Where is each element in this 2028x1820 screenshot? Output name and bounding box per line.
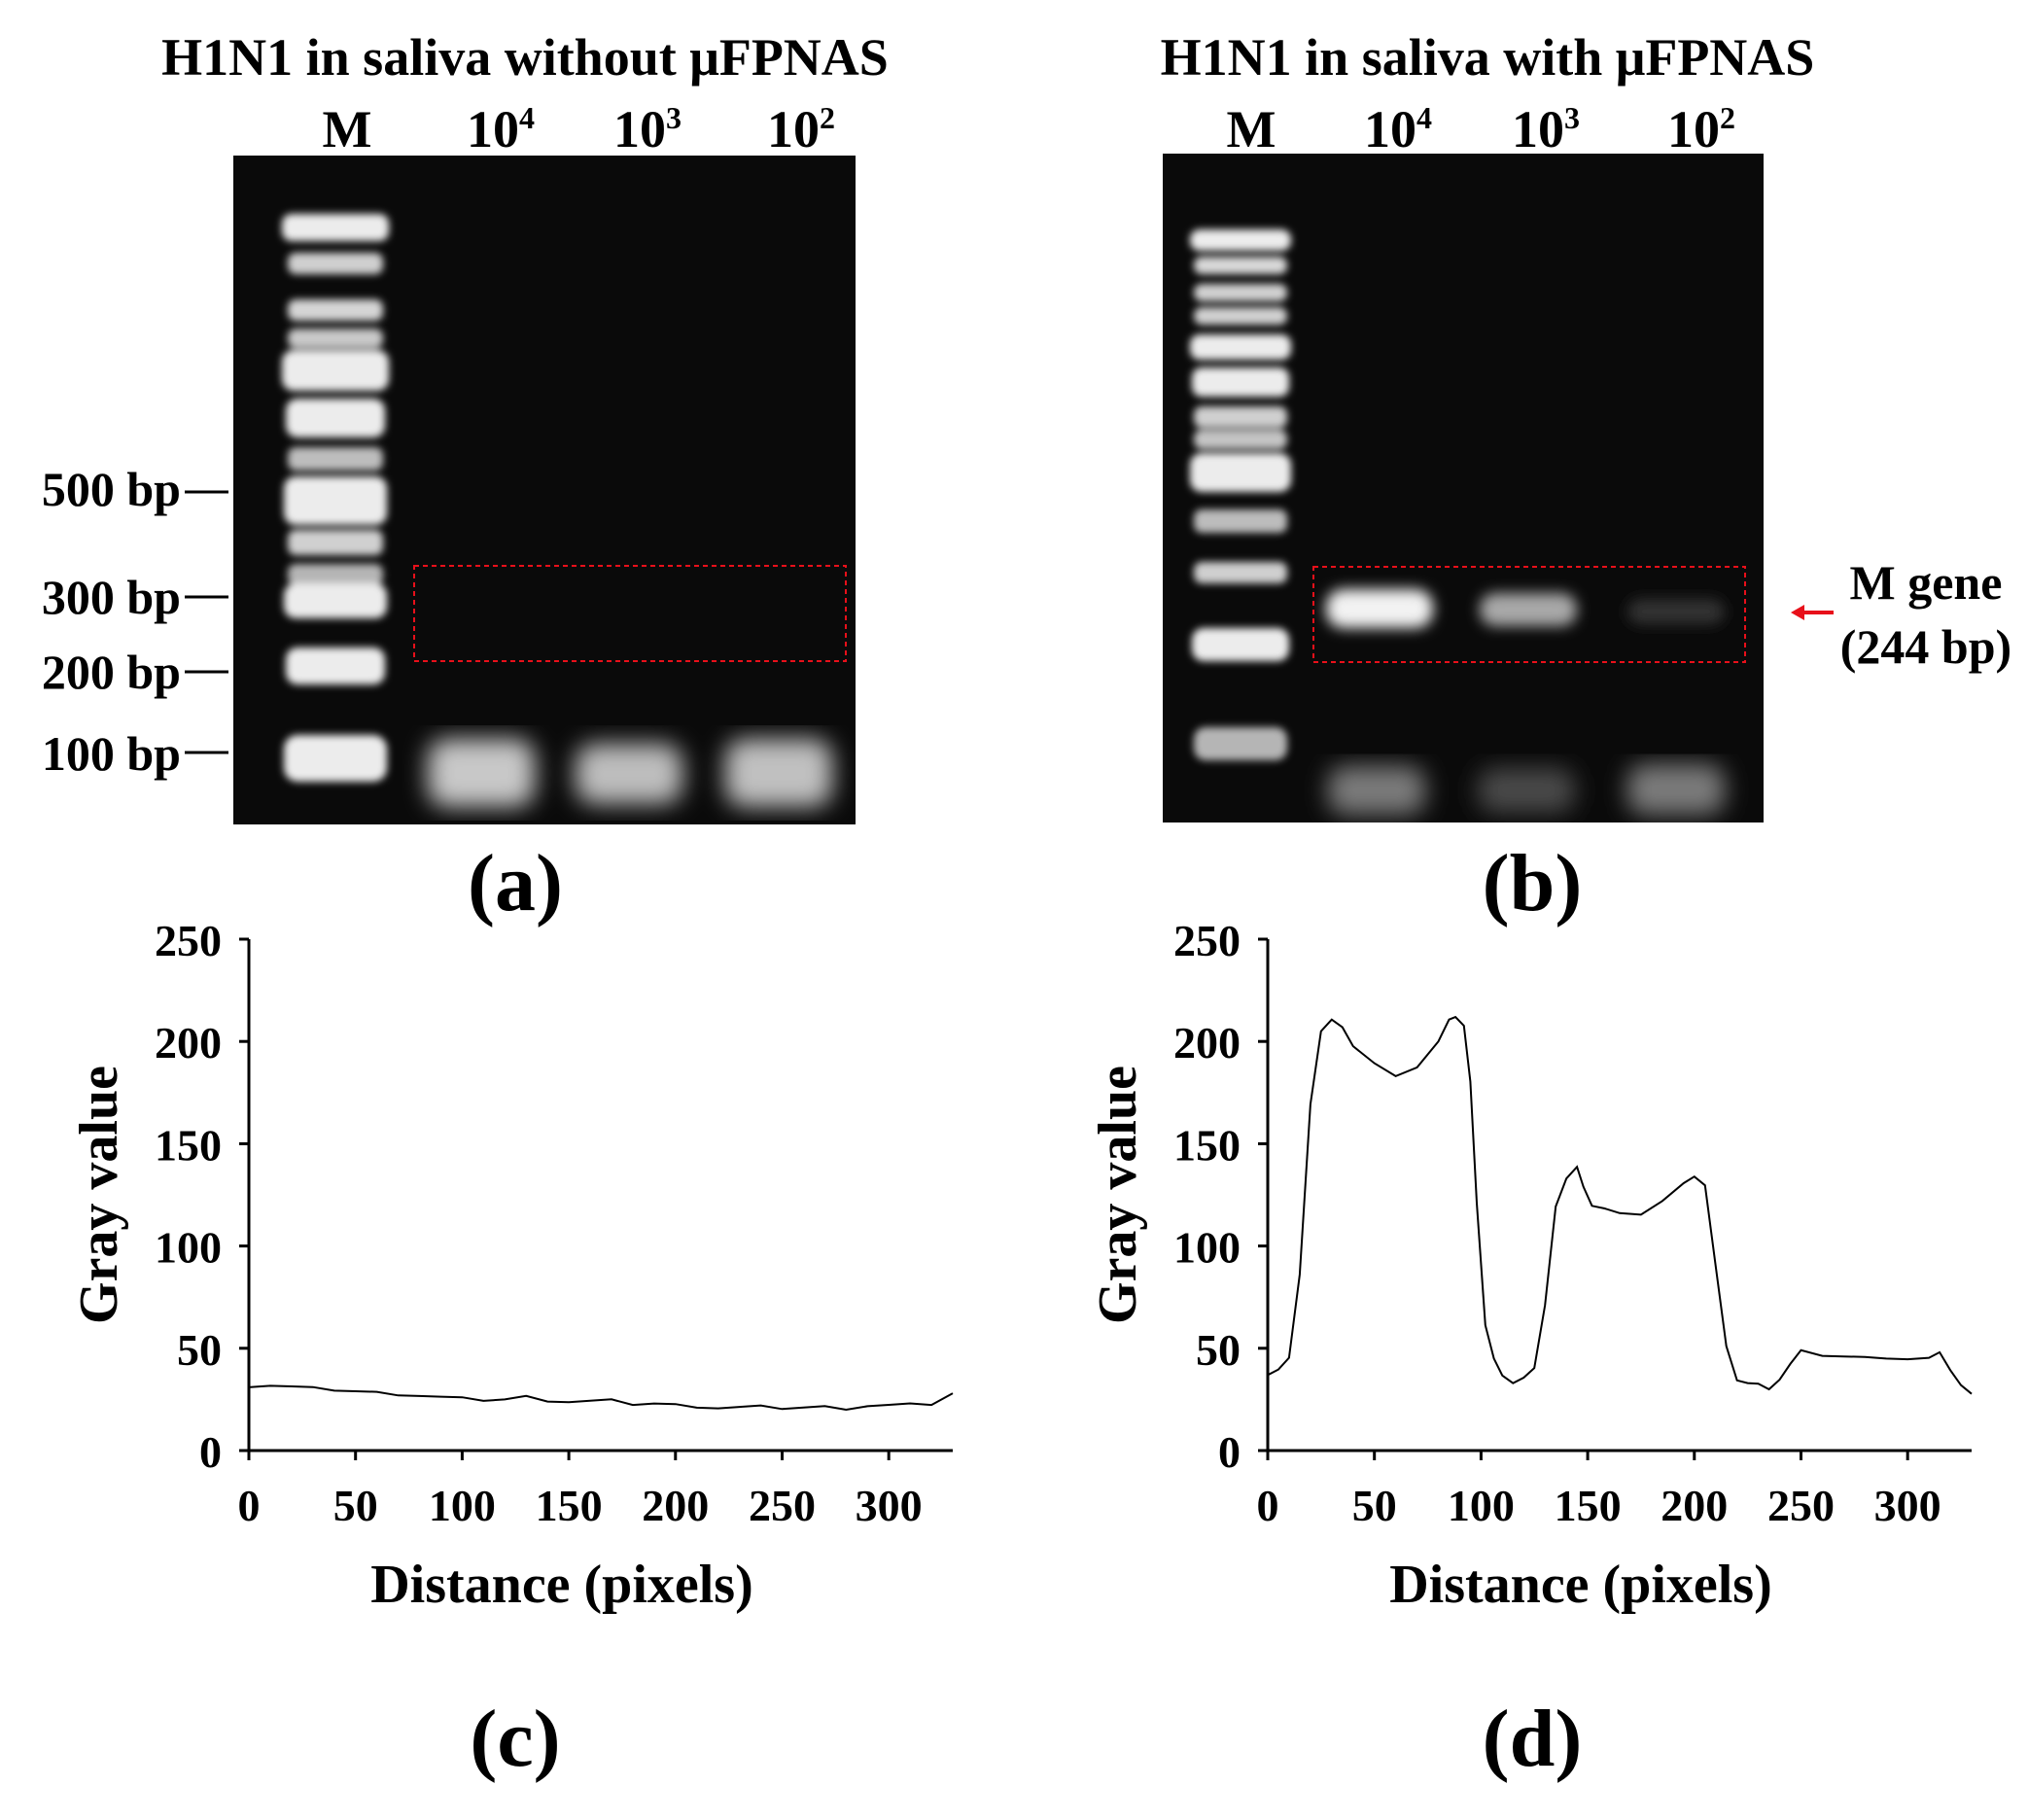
bp-marker-500: 500 bp [41, 462, 181, 516]
roi-box-a [413, 565, 847, 662]
lane-base: M [1226, 100, 1276, 158]
ladder-lane-a [282, 214, 389, 782]
lane-base: 10 [467, 100, 519, 158]
x-tick-label: 300 [856, 1481, 923, 1530]
ticks-d: 0 50 100 150 200 250 0 50 100 150 200 250 300 [1173, 916, 1941, 1530]
series-line-d [1267, 1015, 1973, 1395]
series-line-c [248, 1384, 954, 1412]
y-tick-label: 50 [1196, 1325, 1241, 1375]
x-tick-label: 0 [1257, 1481, 1279, 1530]
lane-exp: 4 [1416, 100, 1432, 135]
y-tick-label: 100 [1173, 1223, 1241, 1273]
panel-a-label: (a) [468, 838, 563, 928]
lane-exp: 3 [666, 100, 682, 135]
panel-a-lane-1e4: 104 [442, 99, 559, 159]
lane-base: 10 [613, 100, 666, 158]
x-tick-label: 250 [1767, 1481, 1835, 1530]
m-gene-bands-b [1326, 589, 1725, 628]
y-tick-label: 0 [1218, 1427, 1241, 1477]
panel-a-title: H1N1 in saliva without μFPNAS [161, 28, 889, 87]
bp-marker-200: 200 bp [41, 645, 181, 699]
gel-image-a [233, 156, 856, 824]
ticks-c: 0 50 100 150 200 250 0 50 100 150 200 250 300 [155, 916, 923, 1530]
panel-a-lane-m: M [303, 99, 391, 159]
primer-dimer-bands-a [428, 739, 832, 807]
axes-d [1266, 939, 1972, 1452]
y-tick-label: 250 [1173, 916, 1241, 965]
lane-base: 10 [1667, 100, 1720, 158]
lane-base: 10 [767, 100, 820, 158]
lane-exp: 2 [1720, 100, 1735, 135]
x-tick-label: 250 [749, 1481, 816, 1530]
x-tick-label: 300 [1874, 1481, 1941, 1530]
x-tick-label: 200 [642, 1481, 709, 1530]
panel-b-lane-m: M [1207, 99, 1295, 159]
x-axis-label-c: Distance (pixels) [370, 1555, 753, 1615]
x-tick-label: 50 [333, 1481, 378, 1530]
lane-exp: 4 [519, 100, 535, 135]
y-axis-label-d: Gray value [1088, 1066, 1148, 1324]
panel-b-title: H1N1 in saliva with μFPNAS [1160, 28, 1815, 87]
x-tick-label: 200 [1661, 1481, 1728, 1530]
y-tick-label: 50 [177, 1325, 222, 1375]
y-tick-label: 200 [1173, 1018, 1241, 1068]
lane-base: 10 [1364, 100, 1416, 158]
x-tick-label: 150 [536, 1481, 603, 1530]
ladder-lane-b [1190, 229, 1291, 760]
panel-a-lane-1e2: 102 [743, 99, 859, 159]
lane-base: M [322, 100, 372, 158]
m-gene-annotation: M gene (244 bp) [1824, 550, 2028, 679]
y-tick-label: 100 [155, 1223, 222, 1273]
bp-marker-100: 100 bp [41, 726, 181, 781]
primer-dimer-bands-b [1328, 764, 1725, 815]
gel-image-b [1163, 154, 1764, 822]
x-tick-label: 50 [1352, 1481, 1397, 1530]
panel-b-lane-1e4: 104 [1340, 99, 1456, 159]
m-gene-label: M gene [1849, 555, 2003, 610]
x-tick-label: 0 [238, 1481, 261, 1530]
x-tick-label: 100 [1448, 1481, 1515, 1530]
x-tick-label: 100 [429, 1481, 496, 1530]
panel-d-label: (d) [1482, 1694, 1583, 1784]
panel-b-lane-1e2: 102 [1643, 99, 1760, 159]
lane-exp: 3 [1564, 100, 1580, 135]
axes-c [247, 939, 953, 1452]
x-tick-label: 150 [1555, 1481, 1622, 1530]
y-tick-label: 200 [155, 1018, 222, 1068]
m-gene-size: (244 bp) [1839, 619, 2012, 674]
lane-exp: 2 [820, 100, 835, 135]
bp-marker-ticks [185, 490, 228, 754]
y-tick-label: 150 [155, 1120, 222, 1170]
x-axis-label-d: Distance (pixels) [1389, 1555, 1772, 1615]
panel-b-label: (b) [1482, 838, 1583, 928]
lane-base: 10 [1512, 100, 1564, 158]
chart-d: 0 50 100 150 200 250 0 50 100 150 200 250 300 Gray v… [1088, 916, 1973, 1615]
chart-c: 0 50 100 150 200 250 0 50 100 150 200 250 300 Gray v… [69, 916, 954, 1615]
y-tick-label: 250 [155, 916, 222, 965]
bp-marker-300: 300 bp [41, 570, 181, 624]
roi-box-b [1312, 566, 1746, 663]
arrow-icon [1791, 605, 1834, 620]
panel-a-lane-1e3: 103 [589, 99, 706, 159]
y-tick-label: 150 [1173, 1120, 1241, 1170]
y-tick-label: 0 [199, 1427, 222, 1477]
panel-c-label: (c) [470, 1694, 561, 1784]
panel-b-lane-1e3: 103 [1487, 99, 1604, 159]
y-axis-label-c: Gray value [69, 1066, 129, 1324]
